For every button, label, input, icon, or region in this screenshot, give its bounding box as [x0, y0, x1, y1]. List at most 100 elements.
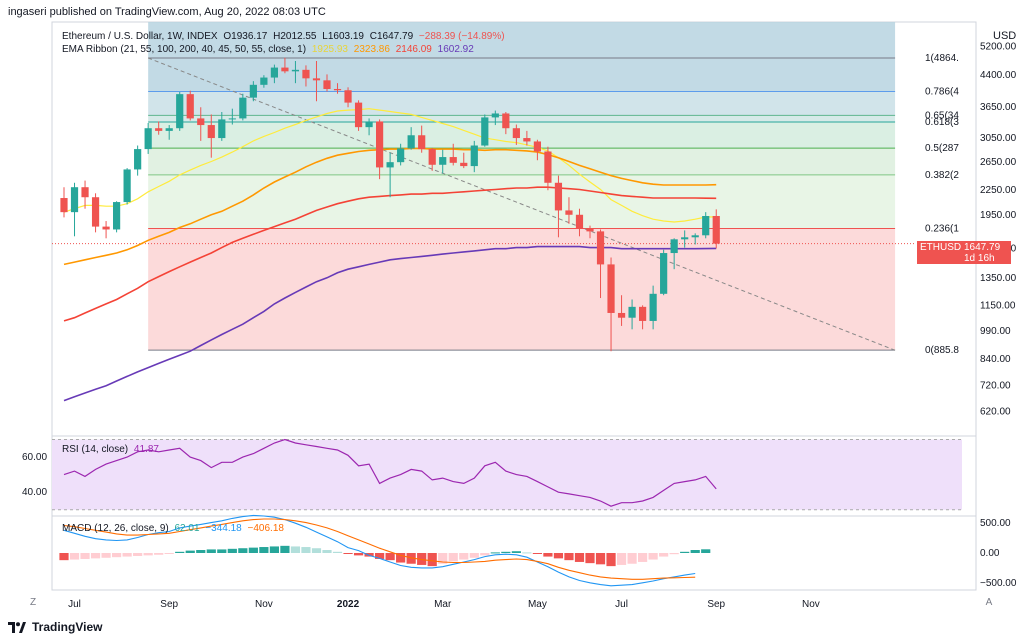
rsi-tick-label: 40.00: [22, 487, 47, 498]
footer-brand: TradingView: [32, 620, 103, 634]
macd-histogram-bar: [69, 553, 80, 560]
price-tick-label: 2250.00: [980, 185, 1017, 196]
macd-histogram-bar: [196, 550, 206, 553]
candle-body: [91, 197, 100, 227]
price-tick-label: 840.00: [980, 354, 1011, 365]
macd-histogram-bar: [227, 548, 237, 553]
candle-body: [712, 215, 720, 244]
time-tick-label: Nov: [802, 599, 820, 610]
macd-histogram-bar: [143, 553, 153, 556]
publisher-line: ingaseri published on TradingView.com, A…: [8, 6, 326, 18]
macd-histogram-bar: [90, 553, 101, 559]
candle-body: [260, 77, 268, 85]
macd-histogram-bar: [616, 553, 627, 565]
ohlc-high: H2012.55: [273, 31, 317, 42]
macd-histogram-bar: [564, 553, 574, 561]
candle-body: [397, 148, 405, 163]
price-tick-label: 1950.00: [980, 210, 1017, 221]
rsi-last-value: 41.87: [133, 444, 159, 455]
price-tick-label: 3650.00: [980, 102, 1017, 113]
candle-body: [123, 169, 131, 203]
candle-body: [365, 121, 373, 128]
ema-legend-label: EMA Ribbon (21, 55, 100, 200, 40, 45, 50…: [62, 44, 307, 55]
candle-body: [649, 293, 657, 321]
candle-body: [470, 145, 478, 167]
macd-histogram-bar: [80, 553, 90, 559]
main-legend: Ethereum / U.S. Dollar, 1W, INDEX O1936.…: [62, 31, 508, 42]
zoom-icon[interactable]: Z: [29, 597, 37, 608]
candle-body: [344, 90, 352, 103]
macd-histogram-bar: [206, 549, 216, 553]
candle-body: [144, 128, 152, 150]
ema100-value: 2146.09: [395, 44, 432, 55]
macd-histogram-bar: [59, 553, 69, 561]
candle-body: [407, 135, 415, 149]
candle-body: [70, 187, 79, 213]
candle-body: [354, 102, 363, 128]
price-tick-label: 4400.00: [980, 70, 1017, 81]
candle-body: [702, 216, 710, 236]
price-tick-label: 5200.00: [980, 42, 1017, 53]
symbol-price-tag: ETHUSD: [917, 241, 961, 264]
symbol-title: Ethereum / U.S. Dollar, 1W, INDEX: [62, 31, 218, 42]
macd-tick-label: −500.00: [980, 578, 1017, 589]
time-tick-label: Nov: [255, 599, 273, 610]
candle-body: [186, 94, 194, 119]
macd-signal-line: [63, 518, 696, 580]
fib-level-label: 0.382(2: [925, 170, 959, 181]
fib-zone: [148, 22, 896, 59]
candle-body: [333, 88, 342, 91]
macd-histogram-bar: [585, 553, 595, 564]
rsi-title: RSI (14, close): [62, 444, 129, 455]
macd-histogram-bar: [406, 553, 416, 564]
candle-body: [544, 151, 552, 183]
fib-level-label: 0.618(3: [925, 117, 959, 128]
macd-histogram-bar: [553, 553, 564, 559]
candle-body: [418, 135, 426, 150]
macd-histogram-bar: [669, 553, 679, 555]
macd-histogram-bar: [375, 553, 385, 559]
macd-line-value: −344.18: [205, 523, 242, 534]
candle-body: [207, 125, 215, 139]
symbol-tag-name: ETHUSD: [920, 242, 962, 253]
candle-body: [218, 119, 226, 139]
candle-body: [176, 94, 184, 129]
time-tick-label: Mar: [434, 599, 452, 610]
candle-body: [386, 162, 394, 168]
price-tick-label: 990.00: [980, 326, 1011, 337]
fib-level-label: 0.65(34: [925, 110, 959, 121]
macd-legend: MACD (12, 26, close, 9) 62.01 −344.18 −4…: [62, 523, 287, 534]
candle-body: [102, 226, 110, 230]
macd-histogram-bar: [469, 553, 479, 558]
macd-histogram-bar: [574, 553, 585, 562]
macd-histogram-bar: [438, 553, 448, 564]
candle-body: [596, 231, 605, 265]
macd-histogram-bar: [301, 547, 311, 553]
time-tick-label: Jul: [615, 599, 628, 610]
macd-tick-label: 0.00: [980, 548, 1000, 559]
macd-histogram-bar: [269, 546, 279, 553]
macd-histogram-bar: [480, 553, 490, 556]
macd-histogram-bar: [185, 550, 195, 553]
candle-body: [502, 113, 510, 129]
candle-body: [113, 202, 121, 230]
macd-histogram-bar: [122, 553, 132, 557]
macd-histogram-bar: [385, 553, 395, 561]
footer: TradingView: [8, 620, 102, 634]
candle-body: [239, 97, 247, 119]
macd-histogram-bar: [311, 548, 322, 553]
macd-histogram-bar: [595, 553, 606, 565]
auto-scale-icon[interactable]: A: [985, 597, 993, 608]
candle-body: [228, 118, 236, 120]
price-tick-label: 620.00: [980, 406, 1011, 417]
macd-histogram-bar: [680, 551, 690, 553]
candle-body: [270, 67, 278, 78]
fib-level-label: 0.5(287: [925, 143, 959, 154]
candle-body: [323, 80, 331, 89]
macd-histogram-bar: [501, 551, 511, 553]
ema-legend: EMA Ribbon (21, 55, 100, 200, 40, 45, 50…: [62, 44, 477, 55]
fib-zone: [148, 174, 896, 229]
candle-body: [281, 67, 289, 72]
candle-body: [134, 149, 142, 170]
macd-histogram-bar: [511, 551, 521, 553]
